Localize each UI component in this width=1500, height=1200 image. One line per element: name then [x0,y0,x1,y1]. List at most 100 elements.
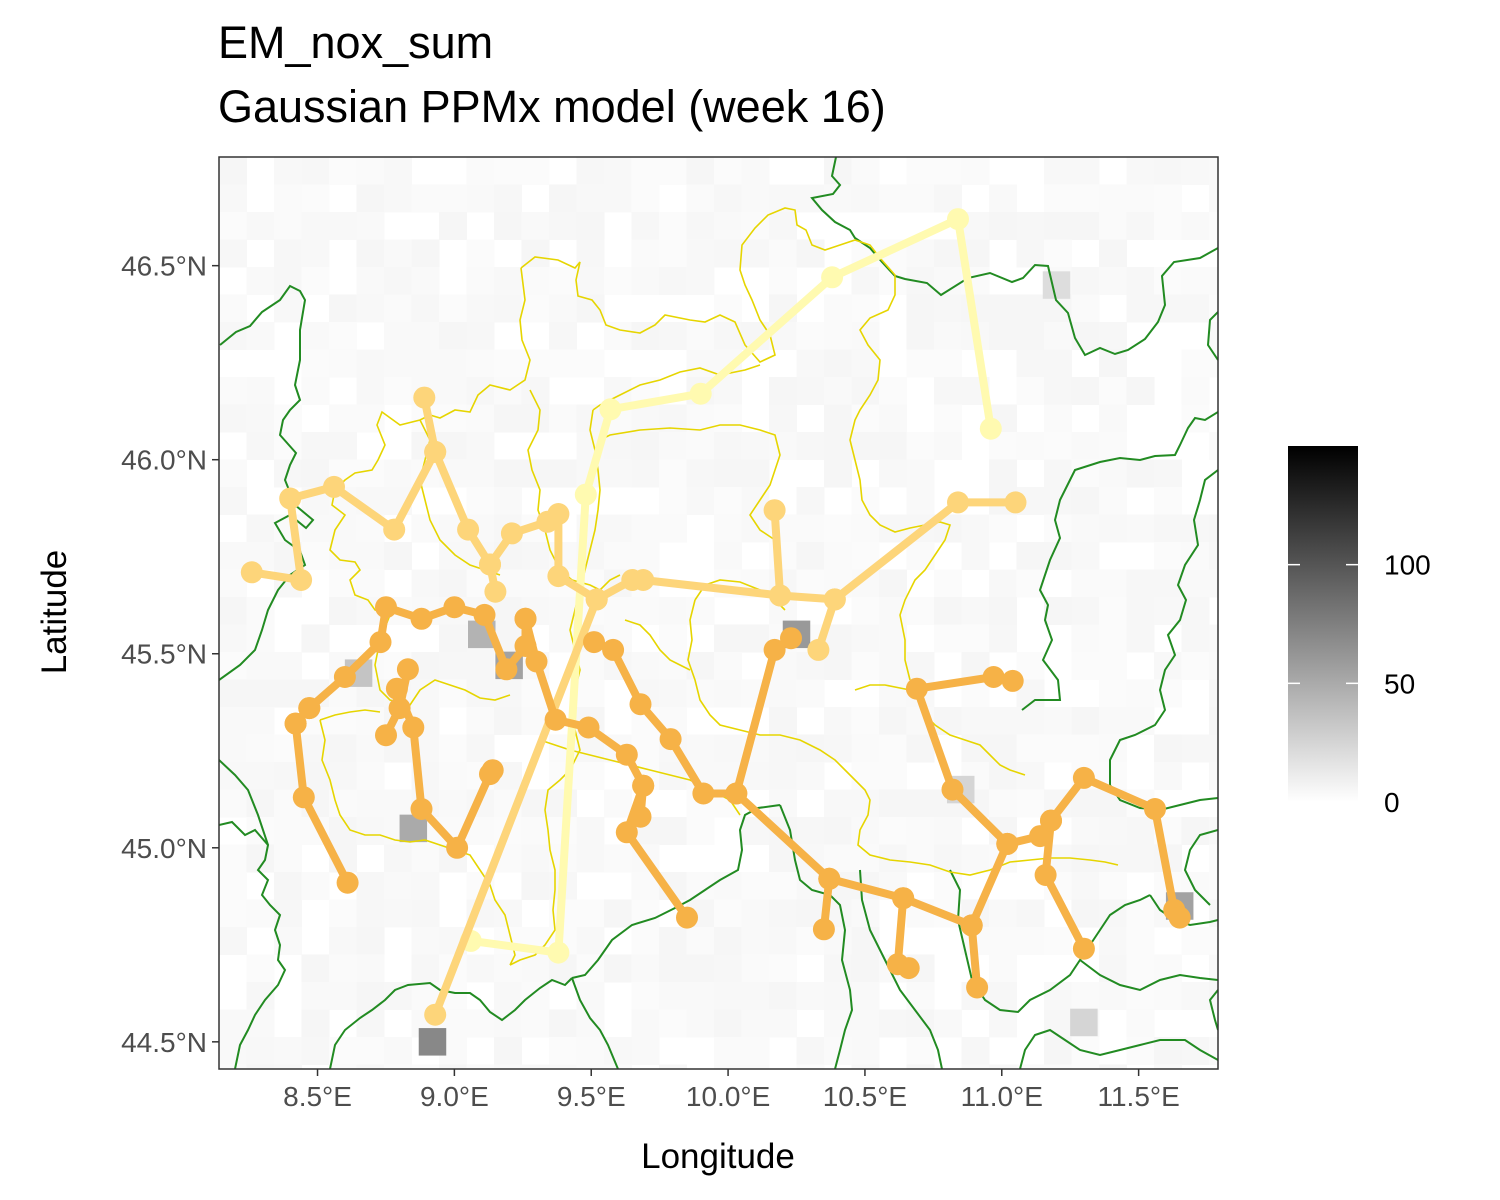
raster-cell [851,184,880,213]
station-point [812,918,835,941]
raster-cell [686,404,715,433]
raster-cell [439,184,467,213]
raster-cell [604,542,632,570]
raster-cell [1044,459,1072,488]
raster-cell [851,1064,880,1069]
raster-cell [851,1009,880,1038]
raster-cell [1209,954,1218,983]
raster-cell [1099,679,1127,708]
legend-colorbar: 0 50 100 [1288,446,1431,818]
raster-cell [494,267,522,295]
raster-cell [1154,212,1182,240]
raster-cell [301,184,330,213]
raster-cell [824,432,852,460]
raster-cell [521,267,550,295]
raster-cell [356,872,385,900]
station-point [769,584,792,607]
raster-hotspot [418,1028,447,1056]
raster-cell [1016,899,1045,928]
raster-cell [906,1037,935,1065]
raster-cell [851,294,880,323]
raster-cell [521,239,550,268]
raster-cell [1181,294,1210,323]
raster-cell [576,1009,605,1038]
station-point [525,650,548,673]
raster-cell [549,1037,577,1065]
raster-cell [741,927,770,955]
y-tick-label: 45.5°N [121,639,207,670]
raster-cell [301,322,330,350]
raster-cell [824,542,852,570]
raster-cell [741,1064,770,1069]
raster-cell [219,597,247,625]
raster-cell [1071,377,1100,405]
raster-cell [329,157,357,185]
raster-cell [356,157,385,185]
raster-cell [906,349,935,378]
raster-cell [246,1037,275,1065]
raster-cell [301,982,330,1010]
raster-cell [1154,514,1182,543]
raster-cell [1154,982,1182,1010]
raster-cell [1044,597,1072,625]
raster-cell [576,1037,605,1065]
raster-cell [246,762,275,790]
raster-cell [1181,982,1210,1010]
station-point [892,887,915,910]
raster-cell [576,817,605,845]
raster-cell [906,184,935,213]
raster-cell [1099,624,1127,653]
raster-cell [329,569,357,598]
raster-cell [686,954,715,983]
station-point [410,798,433,820]
raster-cell [274,184,302,213]
raster-cell [1016,569,1045,598]
raster-cell [769,239,797,268]
raster-cell [741,239,770,268]
raster-cell [1154,762,1182,790]
raster-cell [1154,679,1182,708]
raster-cell [796,487,825,515]
raster-cell [356,569,385,598]
raster-cell [521,1064,550,1069]
raster-cell [1071,817,1100,845]
raster-cell [329,899,357,928]
raster-cell [879,404,907,433]
raster-cell [1154,157,1182,185]
raster-cell [274,817,302,845]
raster-cell [439,734,467,763]
raster-cell [686,459,715,488]
raster-cell [439,404,467,433]
station-point [457,518,480,541]
raster-cell [274,1037,302,1065]
raster-cell [411,239,440,268]
x-tick-label: 9.5°E [557,1081,626,1112]
raster-cell [1181,652,1210,680]
raster-cell [1126,1037,1155,1065]
province-boundaries-yellow [319,207,1119,966]
raster-cell [1209,844,1218,873]
raster-cell [686,982,715,1010]
raster-cell [521,1009,550,1038]
raster-cell [356,239,385,268]
raster-cell [604,899,632,928]
station-point [982,666,1005,688]
raster-cell [879,652,907,680]
raster-cell [741,954,770,983]
raster-cell [494,404,522,433]
raster-cell [934,184,962,213]
raster-cell [851,652,880,680]
raster-cell [329,294,357,323]
station-point [1168,906,1191,929]
raster-cell [1016,542,1045,570]
raster-cell [1126,377,1155,405]
raster-cell [301,624,330,653]
raster-cell [301,872,330,900]
raster-cell [411,899,440,928]
raster-cell [686,267,715,295]
raster-cell [796,734,825,763]
raster-cell [1209,542,1218,570]
raster-cell [1126,1009,1155,1038]
raster-cell [961,157,990,185]
raster-cell [1209,927,1218,955]
